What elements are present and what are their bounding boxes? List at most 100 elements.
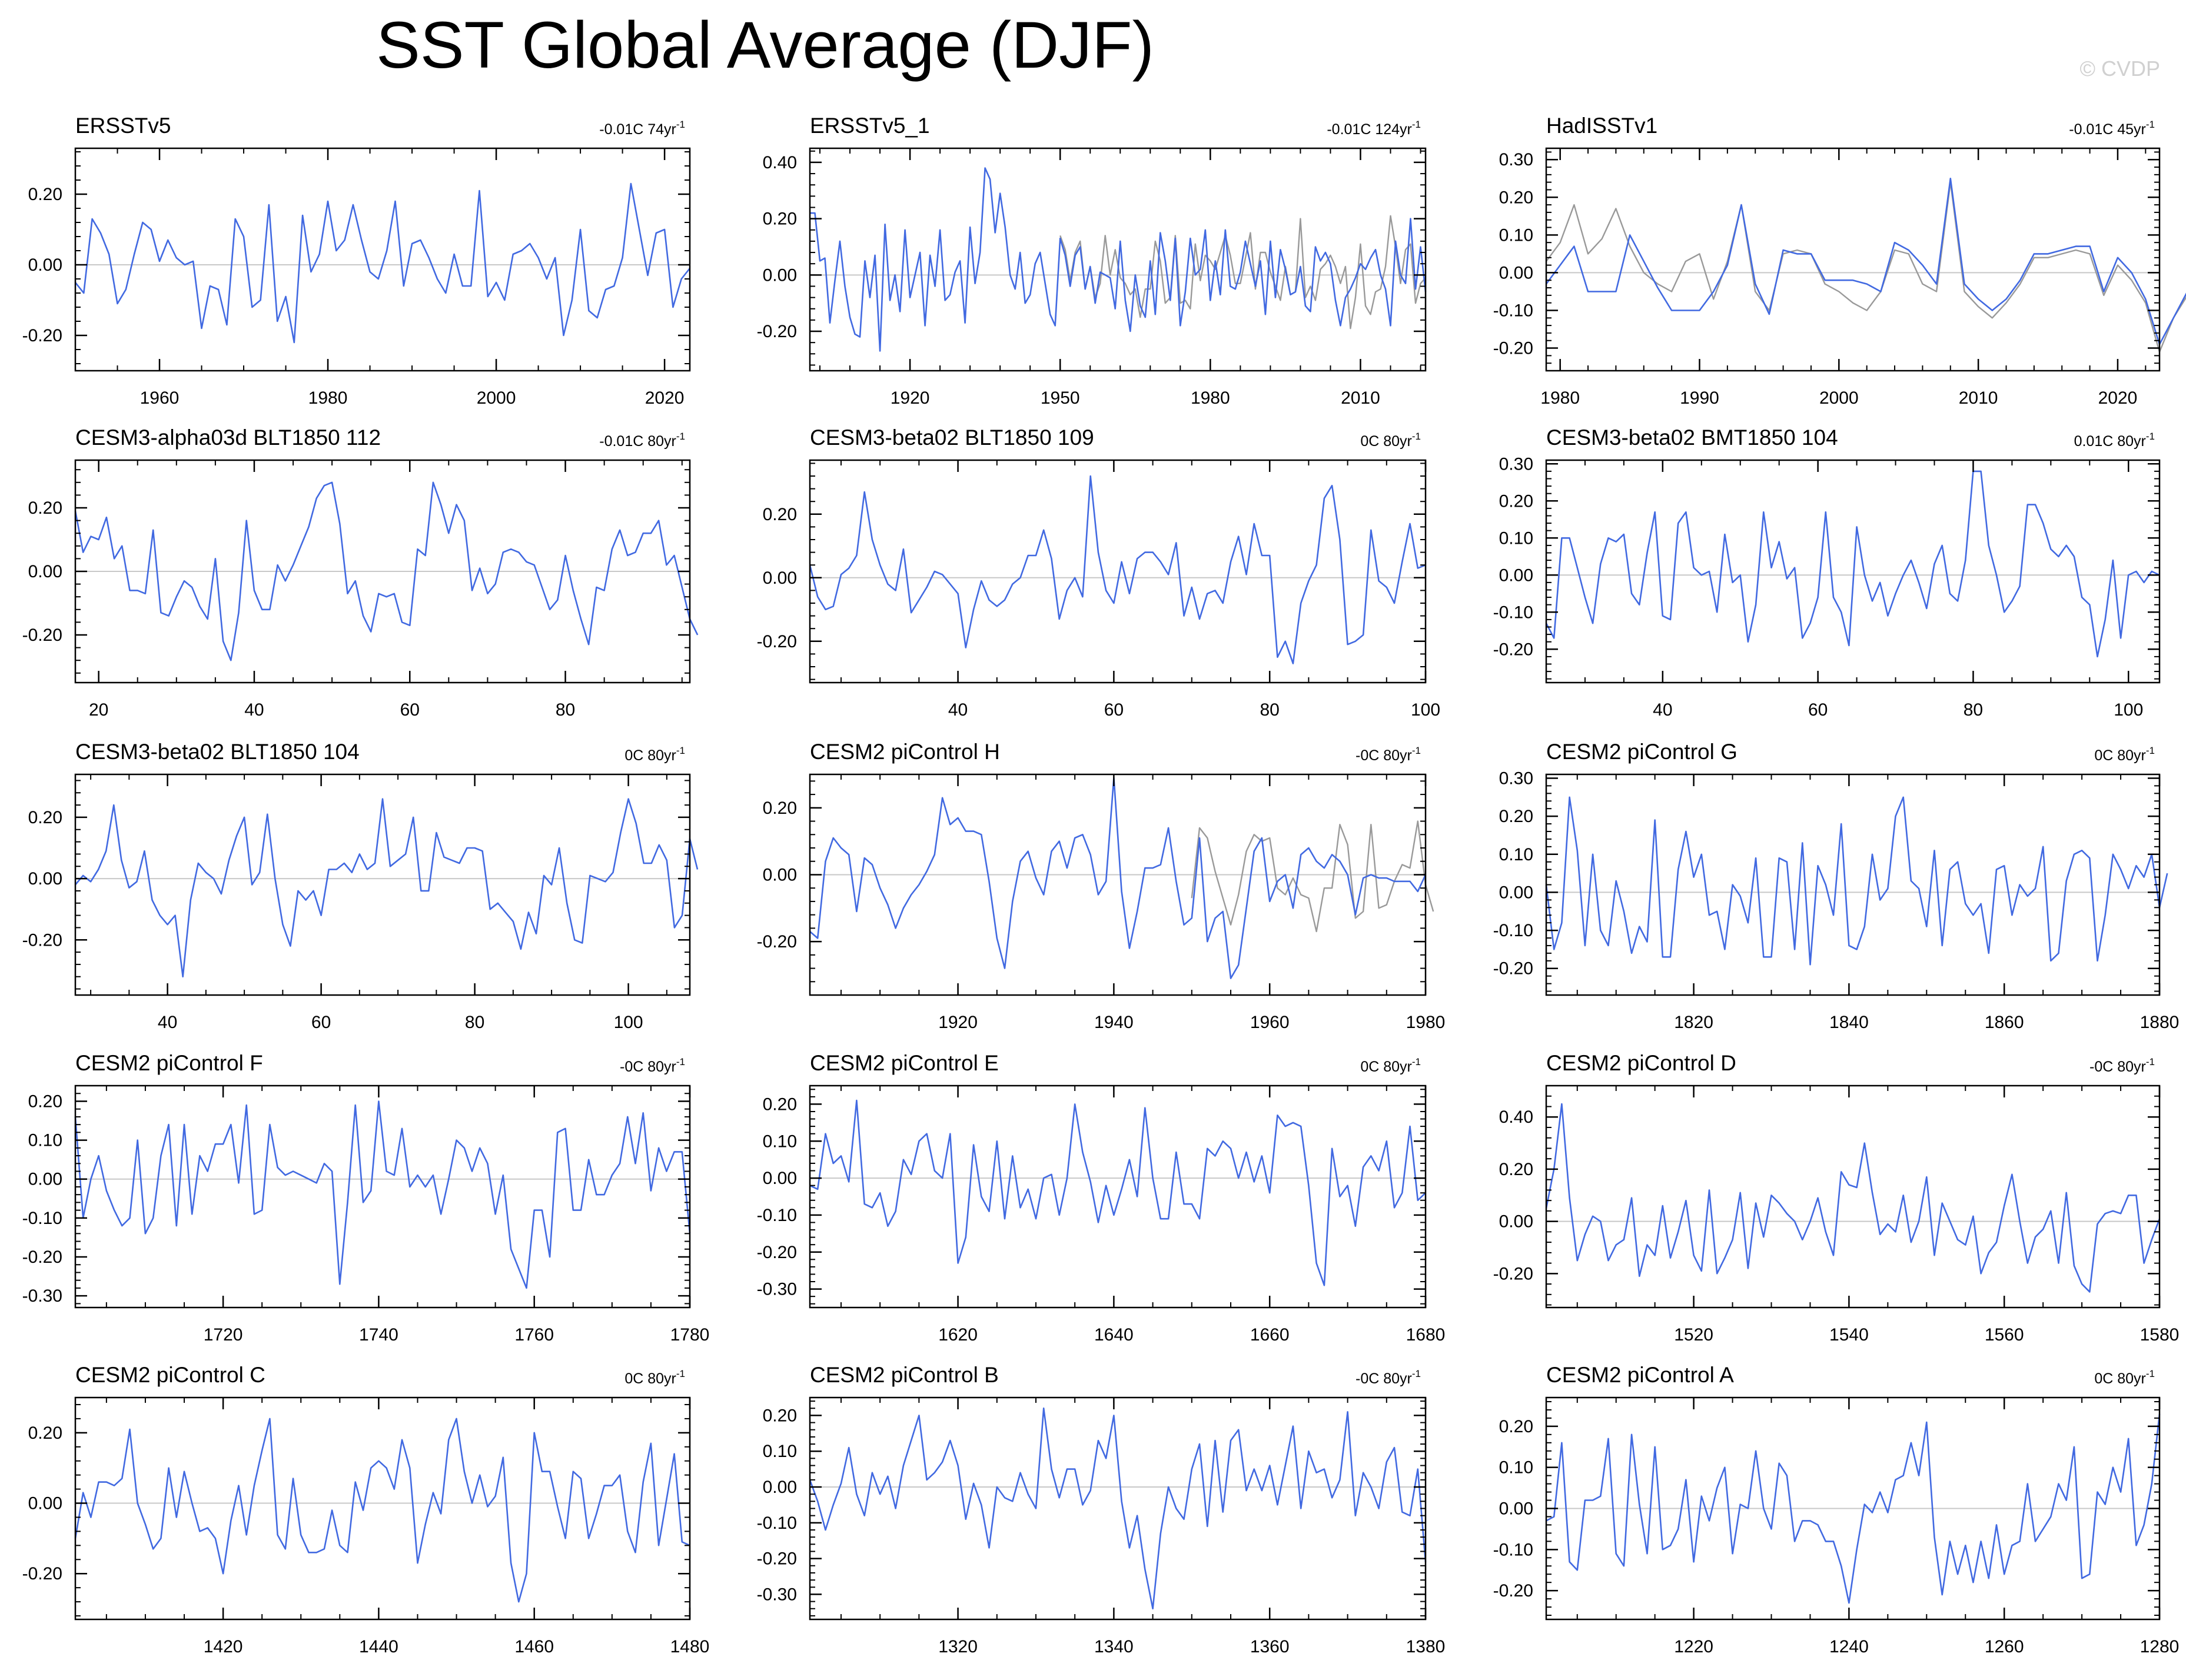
x-tick-label: 1980 xyxy=(1406,1013,1446,1032)
y-tick-label: -0.20 xyxy=(757,322,797,341)
y-tick-label: 0.00 xyxy=(763,1478,797,1497)
y-tick-label: -0.20 xyxy=(22,326,62,345)
y-tick-label: 0.30 xyxy=(1499,454,1533,474)
trend-exponent: -1 xyxy=(1412,1056,1421,1067)
panel-title: CESM2 piControl A xyxy=(1546,1363,1734,1387)
page-title: SST Global Average (DJF) xyxy=(376,8,1154,82)
x-tick-label: 1540 xyxy=(1829,1325,1869,1345)
panel-title: CESM2 piControl F xyxy=(75,1051,263,1075)
y-tick-label: -0.10 xyxy=(757,1206,797,1225)
trend-label: 0C 80yr-1 xyxy=(2094,1368,2155,1387)
x-tick-label: 60 xyxy=(1808,700,1828,720)
y-tick-label: -0.30 xyxy=(22,1286,62,1306)
credit-label: © CVDP xyxy=(2079,56,2160,81)
y-tick-label: -0.20 xyxy=(1493,339,1533,358)
x-tick-label: 1920 xyxy=(938,1013,978,1032)
trend-value: -0C 80yr xyxy=(1356,747,1412,764)
plot-frame xyxy=(1545,1084,2161,1309)
x-tick-label: 80 xyxy=(1260,700,1280,720)
y-tick-label: 0.40 xyxy=(763,153,797,172)
x-tick-label: 100 xyxy=(1411,700,1440,720)
trend-exponent: -1 xyxy=(676,1056,685,1067)
y-tick-label: 0.20 xyxy=(28,808,62,827)
y-tick-label: 0.20 xyxy=(763,505,797,524)
y-tick-label: 0.00 xyxy=(763,265,797,285)
series-line-main xyxy=(1545,1103,2161,1293)
y-tick-label: 0.00 xyxy=(1499,1212,1533,1232)
series-line-main xyxy=(809,1407,1427,1610)
chart-panel: 40 60 80 100 -0.20 0.00 0.20 CESM3-beta02 BLT18… xyxy=(757,425,1440,720)
y-tick-label: -0.30 xyxy=(757,1280,797,1299)
x-tick-label: 80 xyxy=(1964,700,1983,720)
series-line-reference xyxy=(1059,215,1426,330)
y-tick-label: 0.30 xyxy=(1499,150,1533,169)
y-tick-label: 0.00 xyxy=(763,865,797,884)
x-tick-label: 1960 xyxy=(140,388,180,408)
trend-label: -0.01C 124yr-1 xyxy=(1327,119,1421,138)
series-line-main xyxy=(74,1100,691,1289)
x-tick-label: 1780 xyxy=(670,1325,710,1345)
trend-exponent: -1 xyxy=(2146,431,2155,442)
x-tick-label: 1520 xyxy=(1674,1325,1713,1345)
chart-panel: 1820 1840 1860 1880 -0.20 -0.10 0.00 0.10 0.20 0.… xyxy=(1493,740,2180,1032)
y-tick-label: -0.20 xyxy=(1493,1581,1533,1601)
x-tick-label: 1380 xyxy=(1406,1637,1446,1656)
x-tick-label: 1920 xyxy=(891,388,930,408)
y-tick-label: 0.20 xyxy=(1499,491,1533,511)
trend-value: -0.01C 80yr xyxy=(599,433,676,450)
y-tick-label: 0.10 xyxy=(1499,528,1533,548)
chart-panel: 40 60 80 100 -0.20 0.00 0.20 CESM3-beta02 BLT18… xyxy=(22,740,699,1032)
trend-label: 0C 80yr-1 xyxy=(2094,745,2155,764)
chart-panel: 1320 1340 1360 1380 -0.30 -0.20 -0.10 0.00 0.10 0… xyxy=(757,1363,1446,1656)
x-tick-label: 1260 xyxy=(1985,1637,2024,1656)
y-tick-label: 0.20 xyxy=(28,185,62,204)
trend-label: -0.01C 80yr-1 xyxy=(599,431,685,450)
chart-panel: 1980 1990 2000 2010 2020 -0.20 -0.10 0.00 0.10 0.… xyxy=(1493,114,2186,408)
x-tick-label: 60 xyxy=(400,700,420,720)
chart-panel: 1920 1940 1960 1980 -0.20 0.00 0.20 CESM2 piCon… xyxy=(757,740,1446,1032)
panel-title: CESM3-beta02 BMT1850 104 xyxy=(1546,425,1838,450)
x-tick-label: 1560 xyxy=(1985,1325,2024,1345)
x-tick-label: 1420 xyxy=(204,1637,243,1656)
trend-label: -0.01C 45yr-1 xyxy=(2069,119,2155,138)
y-tick-label: -0.10 xyxy=(1493,603,1533,622)
trend-value: 0C 80yr xyxy=(1360,1059,1412,1075)
x-tick-label: 1760 xyxy=(514,1325,554,1345)
x-tick-label: 1460 xyxy=(514,1637,554,1656)
trend-label: 0C 80yr-1 xyxy=(624,745,685,764)
x-tick-label: 1660 xyxy=(1250,1325,1290,1345)
y-tick-label: 0.20 xyxy=(1499,807,1533,826)
x-tick-label: 1680 xyxy=(1406,1325,1446,1345)
trend-exponent: -1 xyxy=(2146,745,2155,756)
y-tick-label: 0.20 xyxy=(763,1095,797,1114)
y-tick-label: 0.00 xyxy=(763,568,797,588)
trend-label: -0C 80yr-1 xyxy=(2089,1056,2155,1075)
x-tick-label: 1220 xyxy=(1674,1637,1713,1656)
y-tick-label: -0.20 xyxy=(757,1549,797,1569)
series-line-main xyxy=(1545,796,2168,966)
trend-value: 0C 80yr xyxy=(624,747,676,764)
series-line-reference xyxy=(1546,181,2186,353)
x-tick-label: 1860 xyxy=(1985,1013,2024,1032)
x-tick-label: 1620 xyxy=(938,1325,978,1345)
trend-exponent: -1 xyxy=(2146,1056,2155,1067)
y-tick-label: -0.20 xyxy=(22,930,62,950)
y-tick-label: 0.20 xyxy=(763,799,797,818)
y-tick-label: 0.00 xyxy=(1499,883,1533,902)
x-tick-label: 60 xyxy=(311,1013,331,1032)
trend-label: -0C 80yr-1 xyxy=(1356,745,1421,764)
plot-frame xyxy=(809,1084,1427,1309)
y-tick-label: -0.20 xyxy=(22,1247,62,1267)
series-line-main xyxy=(75,798,699,978)
x-tick-label: 1440 xyxy=(359,1637,398,1656)
series-line-main xyxy=(809,475,1426,664)
trend-exponent: -1 xyxy=(2146,1368,2155,1379)
y-tick-label: 0.10 xyxy=(28,1131,62,1150)
plot-frame xyxy=(1545,459,2161,684)
panel-title: CESM2 piControl H xyxy=(810,740,1000,764)
x-tick-label: 40 xyxy=(948,700,968,720)
panel-title: ERSSTv5 xyxy=(75,114,171,138)
y-tick-label: -0.20 xyxy=(22,1564,62,1583)
series-line-main xyxy=(74,481,699,661)
y-tick-label: -0.20 xyxy=(1493,959,1533,979)
